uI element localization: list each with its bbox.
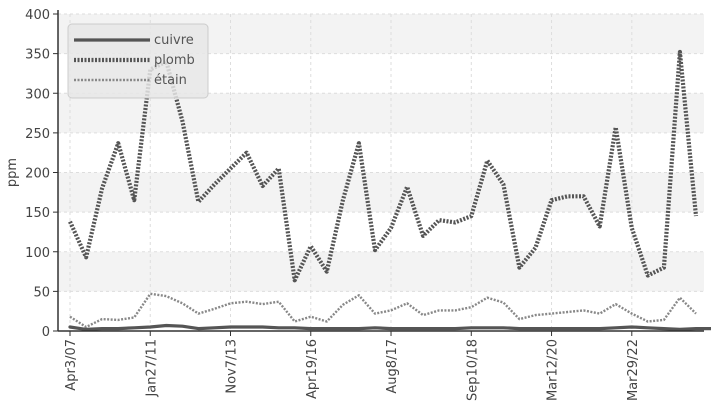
- y-tick-label: 50: [33, 285, 50, 300]
- legend-label: étain: [154, 73, 187, 88]
- x-tick-label: Nov7/13: [225, 339, 240, 394]
- y-tick-labels: 0 50 100 150 200 250 300 350 400: [25, 8, 50, 340]
- series-line-cuivre: [68, 323, 711, 331]
- grid-band: [58, 93, 704, 133]
- y-tick-label: 100: [25, 246, 50, 261]
- y-tick-label: 150: [25, 206, 50, 221]
- x-tick-label: Sep10/18: [465, 339, 480, 401]
- legend-label: cuivre: [154, 33, 194, 48]
- x-tick-label: Mar12/20: [546, 339, 561, 401]
- grid-lines: [58, 13, 704, 332]
- x-tick-label: Apr19/16: [305, 339, 320, 399]
- grid-band: [58, 251, 704, 292]
- x-tick-label: Jan27/11: [144, 339, 159, 398]
- x-tick-label: Mar29/22: [626, 339, 641, 401]
- x-tick-label: Aug8/17: [385, 339, 400, 394]
- y-tick-label: 200: [25, 167, 50, 182]
- x-tick-label: Apr3/07: [64, 339, 79, 391]
- y-tick-label: 0: [42, 325, 50, 340]
- y-tick-label: 350: [25, 48, 50, 63]
- x-tick-labels: Apr3/07 Jan27/11 Nov7/13 Apr19/16 Aug8/17 Sep…: [64, 339, 641, 401]
- legend: cuivre plomb étain: [67, 23, 209, 99]
- y-tick-label: 400: [25, 8, 50, 23]
- legend-label: plomb: [154, 53, 195, 68]
- y-tick-label: 250: [25, 127, 50, 142]
- y-axis-label: ppm: [5, 158, 20, 187]
- y-tick-label: 300: [25, 87, 50, 102]
- axes: [53, 10, 704, 336]
- grid-band: [58, 172, 704, 213]
- series-line-tain: [69, 292, 697, 329]
